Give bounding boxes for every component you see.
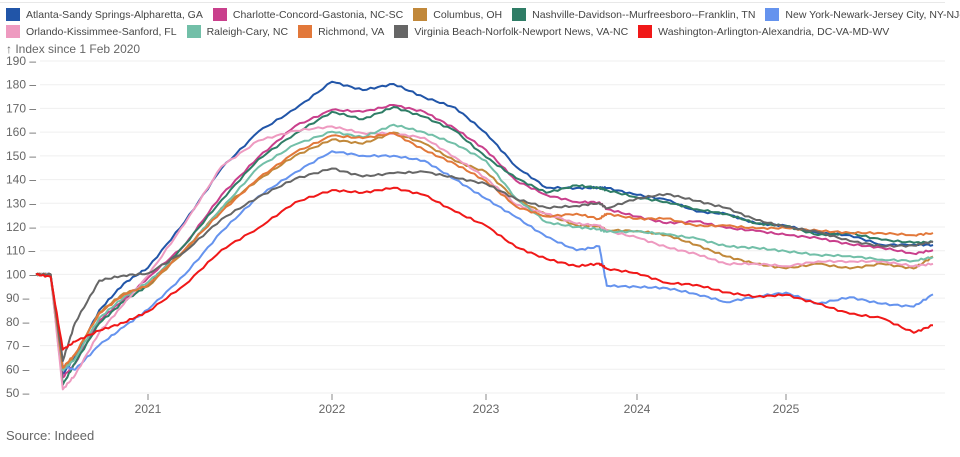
legend-swatch [298, 25, 313, 38]
x-tick-label: 2022 [319, 402, 346, 416]
series-line-atlanta-sandy-springs-alpharetta-ga [35, 80, 934, 376]
legend-label: Orlando-Kissimmee-Sanford, FL [26, 25, 177, 38]
x-tick-label: 2024 [624, 402, 651, 416]
y-tick-label: 90 – [6, 291, 30, 305]
source-note: Source: Indeed [6, 428, 95, 443]
series-line-orlando-kissimmee-sanford-fl [35, 125, 934, 391]
legend-label: Columbus, OH [433, 8, 503, 21]
legend-item[interactable]: Charlotte-Concord-Gastonia, NC-SC [212, 8, 404, 21]
y-tick-label: 70 – [6, 339, 30, 353]
legend-label: Washington-Arlington-Alexandria, DC-VA-M… [658, 25, 890, 38]
y-tick-label: 140 – [6, 173, 36, 187]
y-tick-label: 150 – [6, 149, 36, 163]
legend-swatch [6, 8, 20, 21]
y-axis-label: ↑ Index since 1 Feb 2020 [6, 42, 140, 56]
legend-swatch [186, 25, 201, 38]
y-tick-label: 130 – [6, 196, 36, 210]
legend-item[interactable]: New York-Newark-Jersey City, NY-NJ-PA [765, 8, 960, 21]
legend-row: Atlanta-Sandy Springs-Alpharetta, GA Char… [6, 6, 960, 23]
series-line-raleigh-cary-nc [35, 123, 934, 372]
legend-label: Atlanta-Sandy Springs-Alpharetta, GA [26, 8, 203, 21]
series-lines [35, 80, 934, 391]
series-line-new-york-newark-jersey-city-ny-nj-pa [35, 150, 934, 371]
legend-item[interactable]: Richmond, VA [298, 25, 384, 38]
y-tick-label: 180 – [6, 78, 36, 92]
legend-row: Orlando-Kissimmee-Sanford, FL Raleigh-Car… [6, 23, 956, 40]
legend-item[interactable]: Columbus, OH [413, 8, 502, 21]
x-tick-label: 2021 [135, 402, 162, 416]
y-tick-label: 190 – [6, 54, 36, 68]
series-line-washington-arlington-alexandria-dc-va-md-wv [35, 186, 934, 351]
y-tick-label: 170 – [6, 101, 36, 115]
legend-swatch [765, 8, 780, 21]
legend-item[interactable]: Raleigh-Cary, NC [186, 25, 289, 38]
legend-item[interactable]: Washington-Arlington-Alexandria, DC-VA-M… [638, 25, 889, 38]
series-line-richmond-va [35, 131, 934, 369]
legend-label: Charlotte-Concord-Gastonia, NC-SC [232, 8, 404, 21]
legend: Atlanta-Sandy Springs-Alpharetta, GA Char… [6, 6, 960, 40]
y-tick-label: 160 – [6, 125, 36, 139]
legend-swatch [212, 8, 227, 21]
legend-swatch [512, 8, 527, 21]
y-tick-label: 110 – [6, 244, 35, 258]
y-tick-label: 60 – [6, 362, 30, 376]
legend-label: Raleigh-Cary, NC [206, 25, 289, 38]
x-axis: 2021 2022 2023 2024 2025 [135, 394, 800, 416]
legend-item[interactable]: Atlanta-Sandy Springs-Alpharetta, GA [6, 8, 203, 21]
legend-item[interactable]: Nashville-Davidson--Murfreesboro--Frankl… [512, 8, 755, 21]
gridlines [40, 60, 945, 394]
y-tick-label: 80 – [6, 315, 30, 329]
y-axis: 50 – 60 – 70 – 80 – 90 – 100 – 110 – 120 – 130 –… [6, 54, 36, 400]
y-tick-label: 100 – [6, 267, 36, 281]
legend-swatch [6, 25, 20, 38]
series-line-virginia-beach-norfolk-newport-news-va-nc [35, 167, 934, 362]
x-tick-label: 2025 [773, 402, 800, 416]
y-tick-label: 120 – [6, 220, 36, 234]
legend-label: Virginia Beach-Norfolk-Newport News, VA-… [414, 25, 629, 38]
x-tick-label: 2023 [473, 402, 500, 416]
legend-label: New York-Newark-Jersey City, NY-NJ-PA [785, 8, 960, 21]
top-divider [0, 2, 945, 3]
legend-swatch [394, 25, 409, 38]
legend-label: Richmond, VA [318, 25, 385, 38]
legend-swatch [638, 25, 653, 38]
legend-swatch [413, 8, 428, 21]
legend-label: Nashville-Davidson--Murfreesboro--Frankl… [532, 8, 756, 21]
y-tick-label: 50 – [6, 386, 30, 400]
legend-item[interactable]: Virginia Beach-Norfolk-Newport News, VA-… [394, 25, 628, 38]
legend-item[interactable]: Orlando-Kissimmee-Sanford, FL [6, 25, 177, 38]
